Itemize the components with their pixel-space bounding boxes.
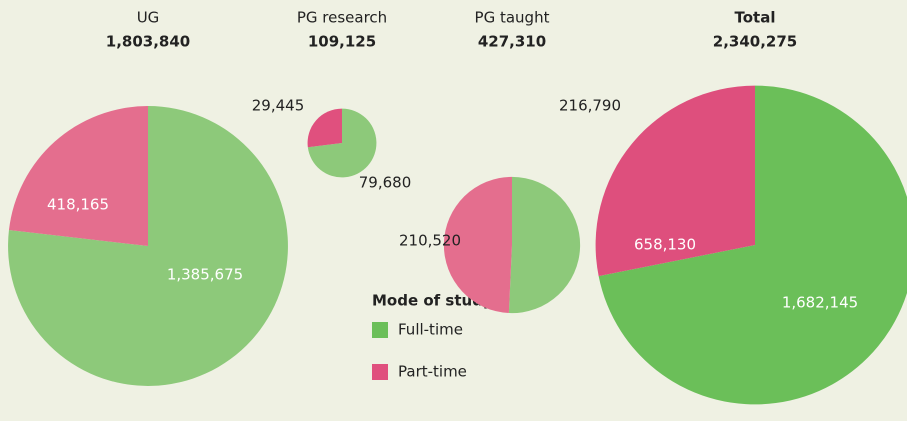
slice-label: 29,445 — [252, 97, 305, 115]
pie-total: 1,803,840 — [106, 33, 190, 51]
pie-slice — [598, 85, 907, 405]
pie-total: 427,310 — [478, 33, 546, 51]
pie-total: 2,340,275 — [713, 33, 797, 51]
legend-swatch — [372, 322, 388, 338]
slice-label: 79,680 — [359, 174, 412, 192]
pie-slice — [307, 108, 377, 178]
pie-title: PG research — [297, 9, 387, 27]
pie-slice — [443, 176, 512, 314]
pie-slice — [508, 176, 581, 314]
slice-label: 210,520 — [399, 232, 461, 250]
legend-title: Mode of study — [372, 292, 493, 310]
slice-label: 1,682,145 — [782, 294, 858, 312]
slice-label: 658,130 — [634, 236, 696, 254]
pie-slice — [307, 108, 342, 148]
pie-slice — [8, 106, 148, 246]
pie-title: UG — [137, 9, 160, 27]
legend-swatch — [372, 364, 388, 380]
legend-label: Full-time — [398, 321, 463, 339]
slice-label: 216,790 — [559, 97, 621, 115]
slice-label: 418,165 — [47, 196, 109, 214]
pie-title: Total — [735, 9, 776, 27]
pie-title: PG taught — [475, 9, 550, 27]
legend-label: Part-time — [398, 363, 467, 381]
pie-slice — [595, 85, 755, 277]
pie-total: 109,125 — [308, 33, 376, 51]
slice-label: 1,385,675 — [167, 266, 243, 284]
